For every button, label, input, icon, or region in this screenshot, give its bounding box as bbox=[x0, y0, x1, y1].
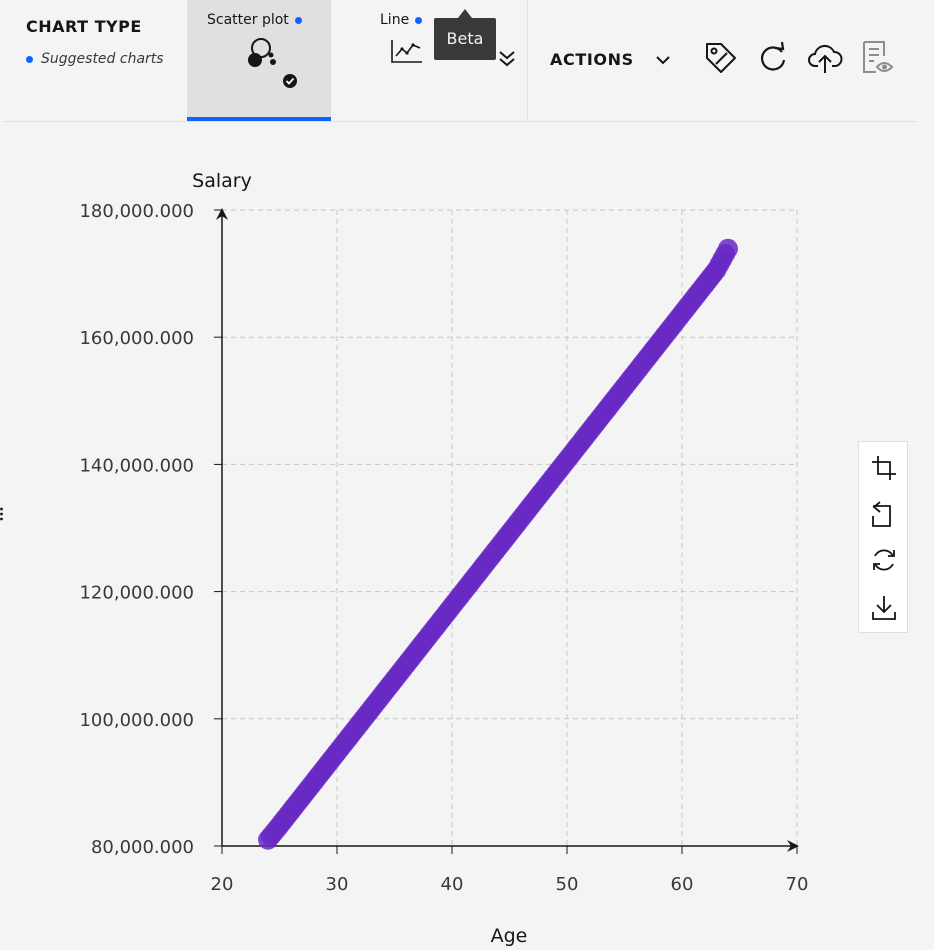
suggested-dot-icon bbox=[415, 16, 423, 24]
x-axis-arrow bbox=[787, 840, 799, 852]
suggested-charts-text: Suggested charts bbox=[41, 51, 164, 67]
tab-scatter-plot[interactable]: Scatter plot bbox=[187, 0, 331, 121]
beta-tooltip: Beta bbox=[434, 18, 496, 60]
chevron-down-icon[interactable] bbox=[654, 51, 672, 69]
line-chart-icon bbox=[391, 40, 422, 63]
chart-type-title: CHART TYPE bbox=[26, 17, 142, 36]
suggested-dot-icon bbox=[294, 16, 302, 24]
scatter-points bbox=[258, 238, 738, 850]
scatter-chart: 20 30 40 50 60 70 80,000.000 100,000.000 120,000… bbox=[79, 170, 808, 947]
zoom-out-area-icon[interactable] bbox=[870, 500, 898, 528]
x-tick-label: 20 bbox=[211, 874, 234, 895]
x-tick-label: 60 bbox=[671, 874, 694, 895]
chart-tick-labels: 20 30 40 50 60 70 80,000.000 100,000.000 120,000… bbox=[79, 201, 808, 895]
chart-axes bbox=[214, 208, 799, 854]
x-axis-label: Age bbox=[491, 925, 528, 947]
suggested-dot-icon bbox=[26, 55, 33, 63]
cloud-upload-icon[interactable] bbox=[807, 40, 843, 76]
scatter-plot-icon bbox=[248, 38, 297, 88]
chart-grid bbox=[222, 209, 798, 846]
tooltip-caret bbox=[458, 9, 472, 18]
tab-line-text: Line bbox=[380, 12, 410, 28]
drag-handle-icon[interactable] bbox=[0, 505, 4, 523]
tab-line-label: Line bbox=[380, 12, 423, 28]
x-tick-label: 70 bbox=[786, 874, 809, 895]
toolbar-divider bbox=[527, 0, 528, 121]
y-axis-label: Salary bbox=[192, 170, 252, 192]
document-view-icon[interactable] bbox=[860, 40, 896, 76]
chevron-double-down-icon[interactable] bbox=[494, 48, 520, 70]
chart-tools-panel bbox=[858, 441, 908, 633]
x-tick-label: 40 bbox=[441, 874, 464, 895]
y-tick-label: 120,000.000 bbox=[79, 583, 194, 604]
x-tick-label: 30 bbox=[326, 874, 349, 895]
x-tick-label: 50 bbox=[556, 874, 579, 895]
y-tick-label: 100,000.000 bbox=[79, 710, 194, 731]
y-tick-label: 180,000.000 bbox=[79, 201, 194, 222]
zoom-in-area-icon[interactable] bbox=[870, 454, 898, 482]
tab-scatter-plot-label: Scatter plot bbox=[207, 12, 302, 28]
reset-zoom-icon[interactable] bbox=[870, 546, 898, 574]
actions-menu-label[interactable]: ACTIONS bbox=[550, 50, 634, 69]
y-tick-label: 160,000.000 bbox=[79, 328, 194, 349]
refresh-icon[interactable] bbox=[755, 40, 791, 76]
tab-line[interactable]: Line bbox=[360, 0, 440, 121]
tab-scatter-plot-text: Scatter plot bbox=[207, 12, 289, 28]
y-tick-label: 80,000.000 bbox=[91, 837, 194, 858]
suggested-charts-label: Suggested charts bbox=[26, 51, 164, 67]
download-icon[interactable] bbox=[870, 594, 898, 622]
scatter-point bbox=[718, 238, 738, 259]
y-axis-arrow bbox=[216, 208, 228, 220]
y-tick-label: 140,000.000 bbox=[79, 455, 194, 476]
tag-icon[interactable] bbox=[703, 40, 739, 76]
